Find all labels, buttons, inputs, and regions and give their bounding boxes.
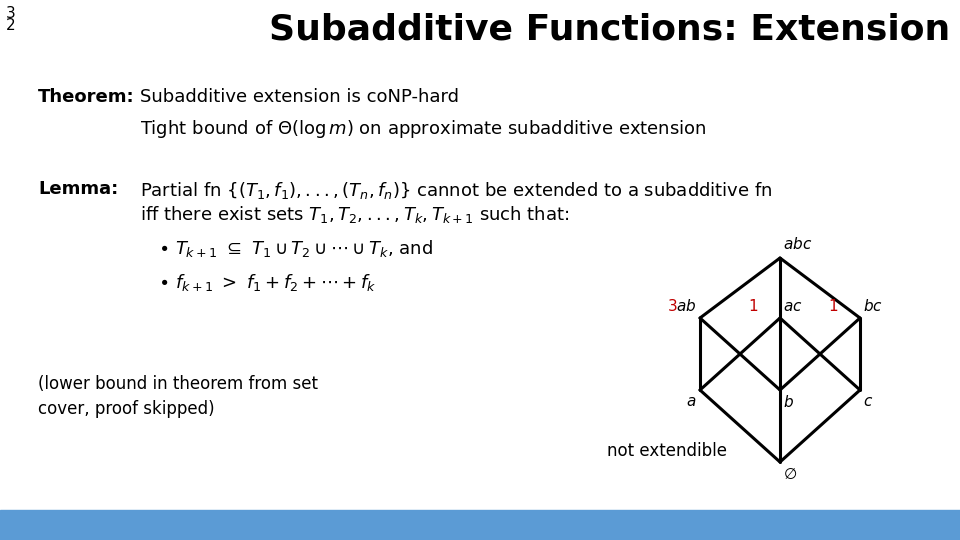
Text: $\mathit{a}$: $\mathit{a}$	[685, 394, 696, 409]
Text: $f_{k+1}\ >\ f_1 + f_2 + \cdots + f_k$: $f_{k+1}\ >\ f_1 + f_2 + \cdots + f_k$	[175, 272, 376, 293]
Text: not extendible: not extendible	[607, 442, 727, 460]
Text: $\bullet$: $\bullet$	[158, 238, 168, 256]
Text: 3: 3	[6, 6, 15, 21]
Text: $\mathit{bc}$: $\mathit{bc}$	[863, 298, 883, 314]
Text: iff there exist sets $T_1, T_2, ..., T_k, T_{k+1}$ such that:: iff there exist sets $T_1, T_2, ..., T_k…	[140, 204, 569, 225]
Text: Subadditive Functions: Extension: Subadditive Functions: Extension	[269, 13, 950, 47]
Text: 2: 2	[6, 18, 15, 33]
Text: $\bullet$: $\bullet$	[158, 272, 168, 290]
Text: 1: 1	[828, 299, 838, 314]
Text: Subadditive extension is coNP-hard: Subadditive extension is coNP-hard	[140, 88, 459, 106]
Text: Partial fn $\{(T_1,f_1), ..., (T_n,f_n)\}$ cannot be extended to a subadditive f: Partial fn $\{(T_1,f_1), ..., (T_n,f_n)\…	[140, 180, 773, 201]
Text: $\mathit{abc}$: $\mathit{abc}$	[783, 236, 812, 252]
Text: $\mathit{b}$: $\mathit{b}$	[783, 394, 794, 410]
Text: $\mathit{ab}$: $\mathit{ab}$	[676, 298, 696, 314]
Text: $\mathit{ac}$: $\mathit{ac}$	[783, 299, 803, 314]
Text: $T_{k+1}\ \subseteq\ T_1 \cup T_2 \cup \cdots \cup T_k$, and: $T_{k+1}\ \subseteq\ T_1 \cup T_2 \cup \…	[175, 238, 433, 259]
Text: $\mathit{c}$: $\mathit{c}$	[863, 394, 874, 409]
Text: Theorem:: Theorem:	[38, 88, 134, 106]
Text: (lower bound in theorem from set
cover, proof skipped): (lower bound in theorem from set cover, …	[38, 375, 318, 418]
Text: 1: 1	[749, 299, 758, 314]
Text: $\emptyset$: $\emptyset$	[783, 467, 797, 482]
Text: 3: 3	[668, 299, 678, 314]
Bar	[0, 510, 960, 540]
Text: Tight bound of $\Theta(\log m)$ on approximate subadditive extension: Tight bound of $\Theta(\log m)$ on appro…	[140, 118, 707, 140]
Text: Lemma:: Lemma:	[38, 180, 118, 198]
